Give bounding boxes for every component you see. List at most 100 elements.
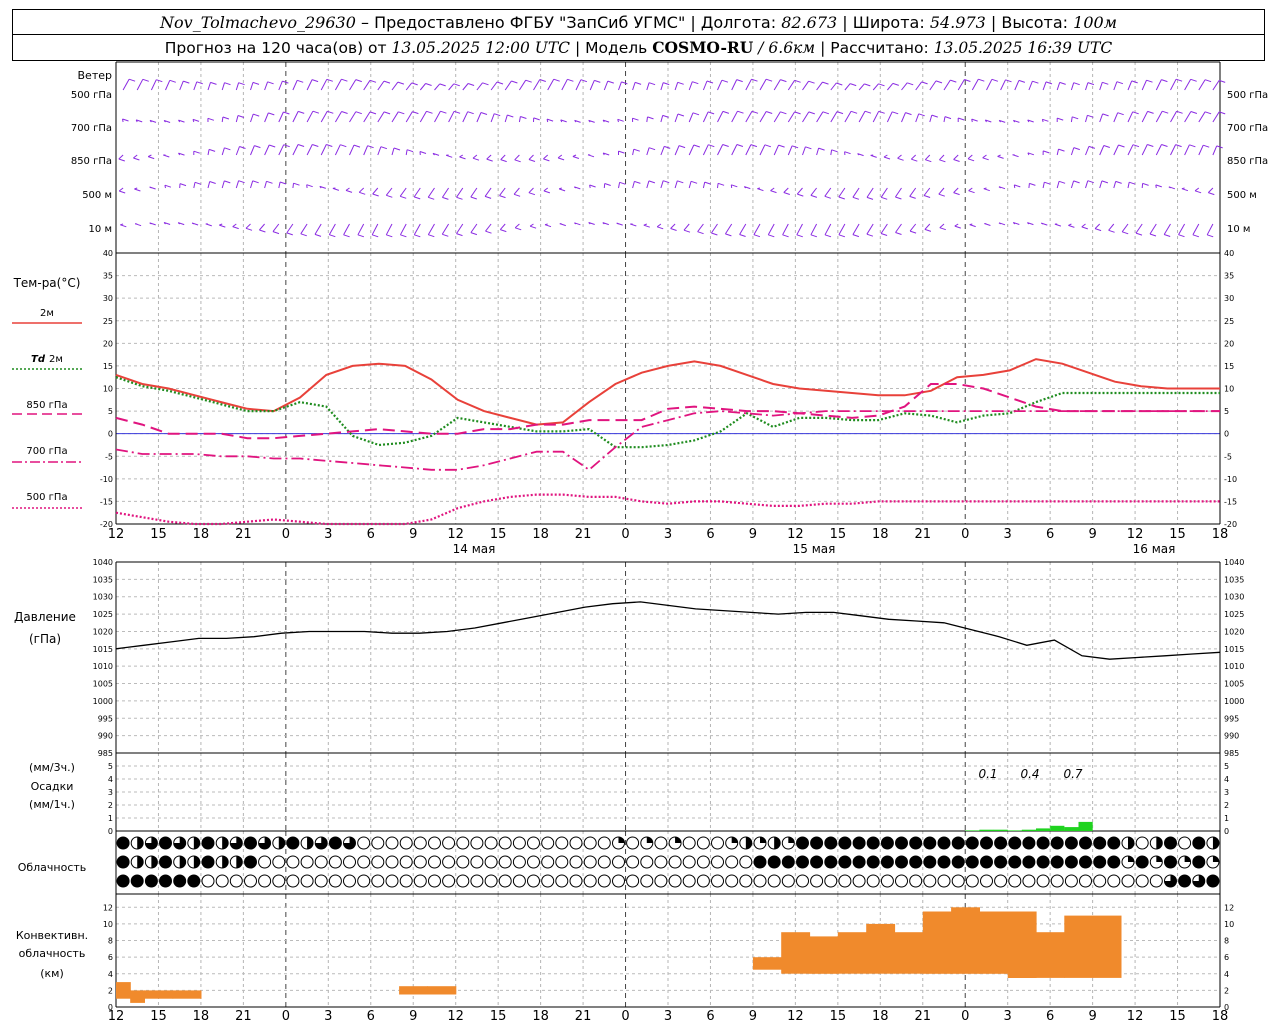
cloud-symbol [612, 855, 625, 869]
hour-label-bottom: 15 [830, 1009, 847, 1024]
cloud-circle [923, 855, 937, 869]
wind-barb-feather [1194, 190, 1202, 194]
wind-barb-feather [210, 81, 217, 85]
cloud-symbol [612, 874, 625, 888]
wind-barb-feather [883, 156, 891, 160]
wind-barb-feather [319, 185, 326, 189]
y-tick-left: 2 [108, 801, 113, 810]
wind-barb-feather [1027, 152, 1035, 156]
wind-barb-feather [982, 157, 989, 161]
panel-frames [115, 61, 1221, 1008]
cloud-symbols [116, 836, 1220, 888]
y-tick-right: 0 [1224, 827, 1229, 836]
hour-label: 18 [532, 527, 549, 542]
wind-barb [405, 82, 413, 91]
wind-barb-feather [286, 232, 293, 236]
precip-unit-3h: (мм/3ч.) [29, 761, 75, 774]
cloud-half [1128, 837, 1134, 849]
hour-label: 18 [193, 527, 210, 542]
cloud-symbol [597, 836, 611, 850]
wind-barb [783, 187, 789, 193]
wind-barb [632, 181, 635, 189]
wind-barb-feather [969, 224, 976, 228]
wind-barb [179, 80, 184, 91]
cloud-circle [895, 855, 908, 869]
cloud-symbol [668, 836, 682, 850]
wind-barb [910, 154, 917, 160]
wind-level-500hpa: 500 гПа [71, 90, 112, 101]
wind-barb [816, 81, 823, 91]
y-tick-right: 15 [1224, 362, 1234, 371]
y-tick-left: 1010 [93, 662, 113, 671]
wind-barb [462, 111, 469, 123]
cloud-circle [1008, 855, 1022, 869]
wind-barb-feather [1190, 78, 1197, 82]
cloud-circle [1008, 874, 1022, 888]
cloud-symbol [626, 855, 640, 869]
wind-barb [1127, 144, 1134, 156]
cloud-symbol [258, 874, 272, 888]
wind-barb-feather [267, 81, 274, 85]
altitude-label: Высота: [1001, 13, 1069, 32]
wind-barb-feather [237, 115, 245, 118]
y-tick-left: 5 [108, 407, 113, 416]
pressure-line [115, 601, 1221, 660]
hour-label: 15 [830, 527, 847, 542]
hour-label: 9 [749, 527, 757, 542]
wind-barb-feather [892, 111, 899, 115]
wind-barb-feather [663, 82, 670, 86]
wind-barb [632, 149, 635, 156]
wind-level-10m: 10 м [89, 224, 112, 235]
cloud-circle [597, 874, 611, 888]
precip-y-ticks: 5 5 4 4 3 3 2 2 1 1 0 0 [108, 762, 1229, 836]
wind-barb [1028, 183, 1030, 189]
wind-barb [150, 79, 157, 91]
cloud-circle [583, 836, 597, 850]
wind-barb-feather [329, 234, 336, 238]
wind-barb [133, 154, 138, 159]
cloud-circle [696, 855, 710, 869]
hour-label: 3 [664, 527, 672, 542]
hour-label-bottom: 6 [706, 1009, 714, 1024]
cloud-circle [399, 836, 413, 850]
cloud-circle [682, 836, 696, 850]
wind-barb-feather [985, 119, 992, 123]
wind-barb [1056, 148, 1059, 156]
convective-title-2: облачность [19, 947, 86, 960]
cloud-quarter [788, 837, 795, 843]
wind-barb-feather [1118, 144, 1125, 148]
wind-barb [880, 187, 888, 198]
wind-barb-feather [268, 112, 275, 116]
cloud-circle [159, 874, 172, 888]
cloud-circle [626, 874, 640, 888]
y-tick-right: 1030 [1224, 593, 1244, 602]
y-tick-right: 2 [1224, 801, 1229, 810]
cloud-symbol [272, 836, 286, 850]
cloud-circle [654, 836, 668, 850]
cloud-symbol [994, 836, 1008, 850]
wind-barb-feather [1149, 233, 1157, 237]
wind-barb-feather [1103, 145, 1110, 148]
wind-barb-feather [1219, 79, 1226, 83]
wind-barb-feather [850, 83, 857, 87]
wind-barb-feather [567, 78, 574, 82]
legend-500-label: 500 гПа [26, 492, 67, 503]
convective-bar [894, 932, 924, 974]
wind-barb-feather [355, 111, 362, 115]
y-tick-right: 1 [1224, 814, 1229, 823]
wind-barb [895, 223, 902, 233]
wind-barb-feather [1102, 113, 1109, 117]
wind-barb-feather [744, 186, 751, 190]
wind-barb-feather [222, 116, 230, 120]
wind-barb-feather [1041, 222, 1048, 226]
wind-barb [660, 82, 664, 91]
wind-barb-feather [924, 228, 932, 232]
wind-barb-feather [480, 112, 488, 115]
wind-barb-feather [440, 110, 447, 114]
wind-barb [320, 79, 328, 91]
y-tick-left: 1000 [93, 697, 113, 706]
cloud-symbol [428, 855, 441, 869]
convective-bar [172, 990, 202, 999]
wind-barb-feather [1027, 222, 1034, 226]
wind-barb-feather [616, 222, 623, 226]
